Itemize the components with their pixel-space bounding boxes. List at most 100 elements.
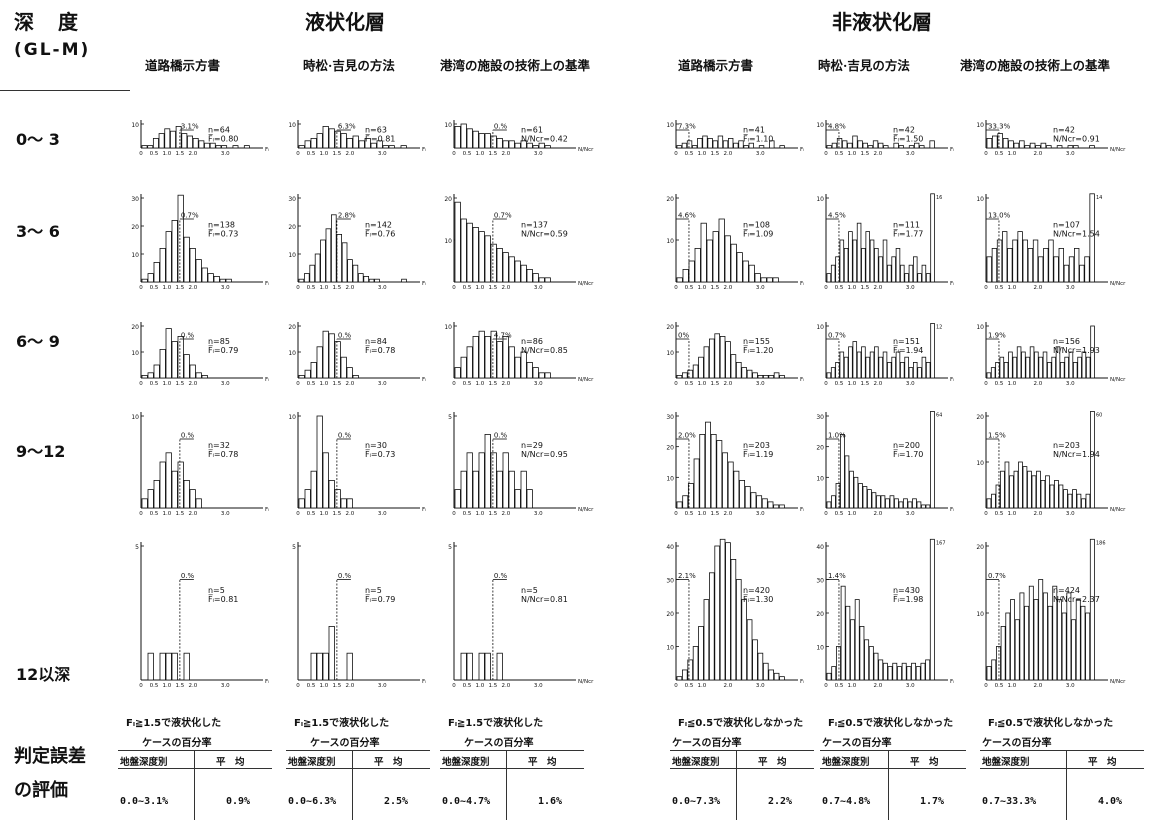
- bar: [986, 372, 992, 379]
- bar: [681, 142, 688, 149]
- evaluation-divider: [888, 750, 889, 820]
- x-tick-label: 3.0: [534, 151, 543, 157]
- x-unit-label: Fₗ: [422, 377, 426, 383]
- evaluation-label-line1: 判定誤差: [14, 746, 86, 767]
- method-header-n2: 時松·吉見の方法: [818, 58, 910, 73]
- bar: [858, 483, 863, 509]
- bar: [177, 461, 184, 509]
- bar: [836, 137, 843, 149]
- histogram-N-r3-c0: 10 20 30 0 0.5 1.0 1.5 2.0 3.0 Fₗ 2.0% n=203F̅ₗ=1.1…: [666, 412, 804, 517]
- bar: [141, 498, 148, 509]
- bar: [1047, 362, 1052, 379]
- mean-value-label: F̅ₗ=0.80: [208, 133, 239, 143]
- x-tick-label: 2.0: [345, 151, 354, 157]
- bar: [303, 273, 310, 283]
- x-tick-label: 0: [824, 511, 828, 517]
- bar: [544, 277, 551, 283]
- bar: [869, 239, 875, 283]
- bar: [1073, 145, 1079, 149]
- bar: [322, 652, 329, 681]
- bar: [376, 140, 383, 149]
- evaluation-col-by-depth: 地盤深度別: [120, 757, 168, 768]
- bar: [526, 362, 533, 379]
- bar: [717, 135, 724, 149]
- bar: [767, 501, 774, 509]
- bar: [1061, 612, 1067, 681]
- x-tick-label: 0: [139, 511, 143, 517]
- x-tick-label: 0: [824, 285, 828, 291]
- evaluation-rule: [440, 768, 584, 769]
- bar: [997, 133, 1003, 149]
- bar: [1052, 585, 1058, 681]
- bar: [1090, 325, 1095, 379]
- bar: [986, 256, 992, 283]
- bar: [1063, 264, 1070, 283]
- bar: [840, 434, 845, 509]
- x-tick-label: 1.0: [163, 683, 172, 689]
- x-tick-label: 0: [674, 511, 678, 517]
- error-percent-label: 0.%: [494, 123, 508, 131]
- sample-count-label: n=85: [208, 337, 230, 346]
- bar: [878, 356, 883, 379]
- bar-overflow-label: 167: [936, 540, 946, 546]
- x-tick-label: 3.0: [221, 285, 230, 291]
- bar: [215, 145, 222, 149]
- bar: [213, 276, 220, 283]
- y-tick-label: 20: [666, 445, 674, 452]
- bar: [703, 346, 710, 379]
- bar: [1036, 470, 1041, 509]
- x-tick-label: 0: [984, 683, 988, 689]
- y-tick-label: 30: [288, 196, 296, 203]
- x-tick-label: 0: [296, 285, 300, 291]
- y-tick-label: 5: [448, 544, 452, 551]
- bar: [195, 259, 202, 283]
- bar: [1045, 475, 1050, 509]
- bar: [1031, 475, 1037, 509]
- method-header-n1: 道路橋示方書: [678, 58, 754, 73]
- bar: [221, 145, 228, 149]
- x-tick-label: 3.0: [1066, 285, 1075, 291]
- bar: [346, 652, 353, 681]
- sample-count-label: n=61: [521, 125, 543, 134]
- bar: [1035, 145, 1041, 149]
- y-tick-label: 10: [444, 324, 452, 331]
- bar: [374, 278, 380, 283]
- sample-count-label: n=111: [893, 220, 920, 229]
- bar: [882, 351, 888, 379]
- sample-count-label: n=430: [893, 586, 920, 595]
- y-tick-label: 10: [816, 196, 824, 203]
- bar: [490, 452, 497, 509]
- bar: [871, 492, 877, 509]
- y-tick-label: 10: [288, 252, 296, 259]
- bar: [538, 142, 545, 149]
- x-tick-label: 1.0: [163, 151, 172, 157]
- bar: [688, 260, 695, 283]
- bar: [314, 253, 321, 283]
- evaluation-caption-line2: ケースの百分率: [672, 738, 742, 749]
- bar: [1024, 145, 1030, 149]
- x-tick-label: 0: [296, 683, 300, 689]
- evaluation-rule: [286, 768, 430, 769]
- bar: [1042, 592, 1048, 681]
- x-unit-label: N/Ncr: [578, 147, 594, 153]
- bar: [152, 137, 159, 149]
- bar: [916, 501, 922, 509]
- bar: [358, 140, 365, 149]
- sample-count-label: n=5: [521, 586, 538, 595]
- error-percent-label: 4.7%: [494, 332, 512, 340]
- sample-count-label: n=203: [743, 441, 770, 450]
- bar: [915, 666, 921, 681]
- bar: [1085, 612, 1091, 681]
- x-tick-label: 0: [984, 381, 988, 387]
- evaluation-col-by-depth: 地盤深度別: [672, 757, 720, 768]
- histogram-N-r3-c2: 10 20 60 0 0.5 1.0 2.0 3.0 N/Ncr 1.5% n=203N/Ncr=1…: [976, 410, 1126, 517]
- bar: [478, 231, 485, 283]
- x-tick-label: 1.5: [711, 381, 720, 387]
- x-tick-label: 0.5: [150, 381, 159, 387]
- evaluation-caption-line1: Fₗ≦0.5で液状化しなかった: [828, 718, 954, 729]
- histogram-N-r0-c0: 10 0 0.5 1.0 1.5 2.0 3.0 Fₗ 7.3% n=41F̅ₗ=1.10: [666, 120, 804, 157]
- histogram-N-r1-c2: 10 14 0 0.5 1.0 2.0 3.0 N/Ncr 13.0% n=107N/Ncr=1.…: [976, 193, 1126, 291]
- bar: [334, 489, 341, 509]
- bar: [761, 498, 768, 509]
